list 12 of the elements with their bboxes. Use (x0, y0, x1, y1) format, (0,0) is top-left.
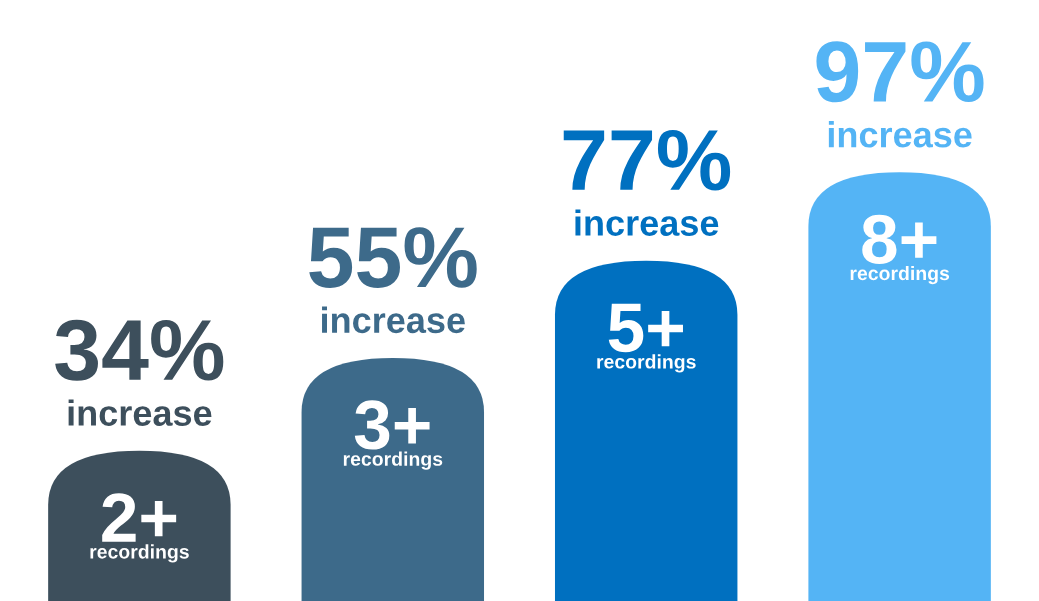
bar (48, 450, 231, 601)
data-label: 97% increase (816, 41, 984, 148)
x-tick-label: 3+ recordings (343, 400, 443, 470)
bar (808, 172, 991, 601)
x-tick-label: 5+ recordings (597, 303, 696, 373)
data-label: 34% increase (55, 319, 224, 426)
bar (554, 260, 738, 601)
x-tick-label: 8+ recordings (850, 214, 950, 285)
data-label: 77% increase (563, 129, 731, 236)
data-label: 55% increase (309, 227, 477, 334)
x-tick-label: 2+ recordings (90, 493, 189, 563)
bar (301, 357, 485, 601)
